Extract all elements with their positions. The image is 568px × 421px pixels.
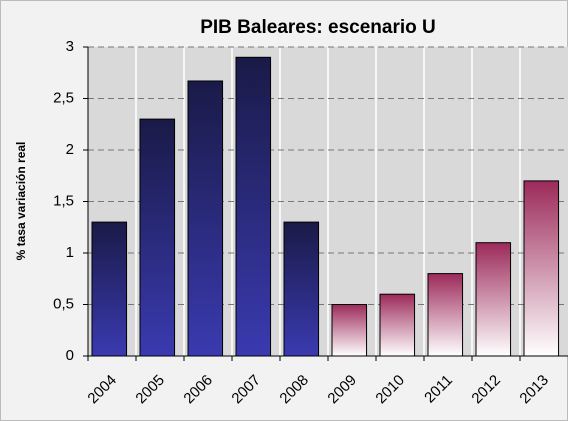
bar bbox=[91, 221, 128, 357]
bar bbox=[475, 242, 512, 357]
y-tick-label: 2 bbox=[66, 141, 74, 158]
y-tick-label: 1 bbox=[66, 244, 74, 261]
bar bbox=[187, 80, 224, 357]
y-tick-label: 0,5 bbox=[53, 295, 74, 312]
y-tick-label: 3 bbox=[66, 38, 74, 55]
bar bbox=[235, 56, 272, 357]
bar bbox=[379, 293, 416, 357]
y-axis-label: % tasa variación real bbox=[14, 142, 28, 261]
y-tick-label: 1,5 bbox=[53, 192, 74, 209]
bar bbox=[139, 118, 176, 357]
bar bbox=[523, 180, 560, 357]
chart-title: PIB Baleares: escenario U bbox=[200, 17, 436, 38]
y-tick-label: 0 bbox=[66, 347, 74, 364]
bar bbox=[427, 273, 464, 357]
y-tick-label: 2,5 bbox=[53, 89, 74, 106]
bar bbox=[331, 304, 368, 357]
bar bbox=[283, 221, 320, 357]
